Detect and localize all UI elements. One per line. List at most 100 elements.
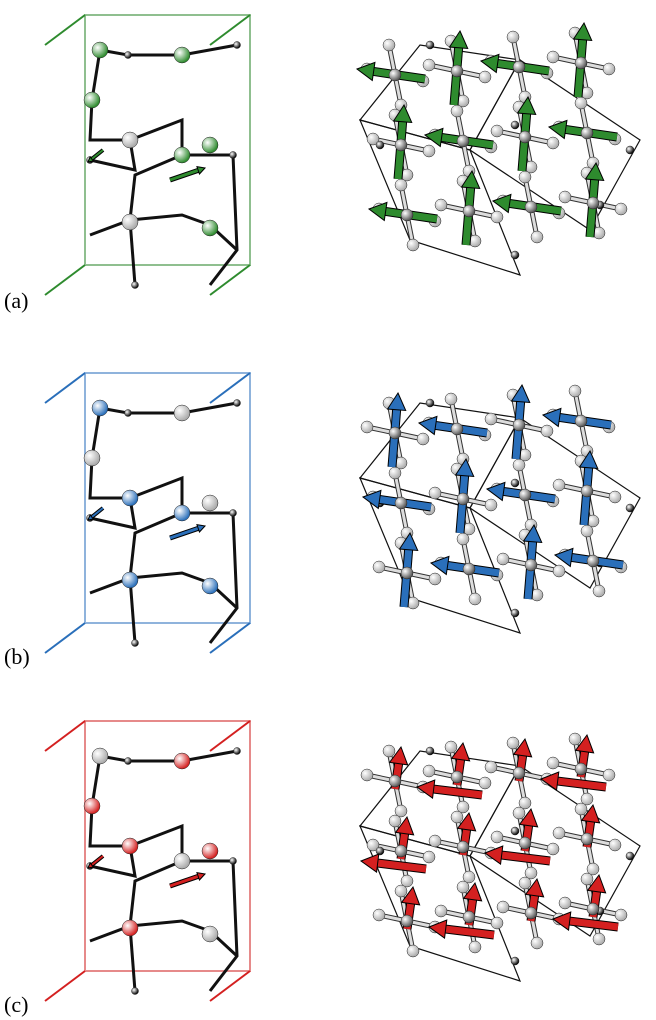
atom <box>469 941 481 953</box>
atom <box>202 220 218 236</box>
atom <box>587 197 599 209</box>
edge <box>45 971 85 1001</box>
atom <box>511 121 519 129</box>
atom <box>511 957 519 965</box>
atom <box>202 495 218 511</box>
atom <box>395 885 407 897</box>
edge <box>210 265 250 295</box>
atom <box>395 179 407 191</box>
atom <box>389 775 401 787</box>
atom <box>407 945 419 957</box>
atom <box>122 572 138 588</box>
atom <box>202 843 218 859</box>
atom <box>513 419 525 431</box>
atom <box>202 137 218 153</box>
crystal <box>360 733 640 981</box>
atom <box>423 145 435 157</box>
atom <box>423 851 435 863</box>
edge <box>45 15 85 45</box>
atom <box>531 937 543 949</box>
atom <box>125 410 132 417</box>
crystal <box>357 23 640 275</box>
atom <box>575 57 587 69</box>
atom <box>457 135 469 147</box>
panel <box>45 15 640 295</box>
atom <box>84 798 100 814</box>
bond <box>130 921 237 956</box>
arrow-shaft <box>170 528 198 538</box>
atom <box>581 873 593 885</box>
atom <box>559 897 571 909</box>
figure: (a) (b) (c) <box>0 0 656 1020</box>
atom <box>485 499 497 511</box>
atom <box>122 920 138 936</box>
atom <box>511 479 519 487</box>
atom <box>234 42 241 49</box>
atom <box>553 479 565 491</box>
atom <box>395 139 407 151</box>
atom <box>463 205 475 217</box>
atom <box>593 933 605 945</box>
atom <box>587 903 599 915</box>
atom <box>547 51 559 63</box>
atom <box>457 881 469 893</box>
atom <box>626 504 634 512</box>
atom <box>230 510 237 517</box>
panel-label: (b) <box>4 644 30 669</box>
bond <box>90 756 237 991</box>
atom <box>553 565 565 577</box>
atom <box>575 97 587 109</box>
atom <box>407 239 419 251</box>
atom <box>575 415 587 427</box>
atom <box>603 63 615 75</box>
atom <box>423 59 435 71</box>
atom <box>92 42 108 58</box>
atom <box>581 127 593 139</box>
atom <box>479 71 491 83</box>
atom <box>92 748 108 764</box>
bond <box>90 50 237 285</box>
atom <box>426 41 434 49</box>
atom <box>547 757 559 769</box>
atom <box>581 525 593 537</box>
atom <box>525 907 537 919</box>
edge <box>210 623 250 653</box>
atom <box>423 765 435 777</box>
atom <box>615 203 627 215</box>
atom <box>383 745 395 757</box>
atom <box>511 609 519 617</box>
atom <box>593 585 605 597</box>
atom <box>587 555 599 567</box>
atom <box>361 769 373 781</box>
edge <box>210 373 250 403</box>
edge <box>210 721 250 751</box>
atom <box>513 459 525 471</box>
atom <box>122 490 138 506</box>
bond <box>130 573 237 608</box>
atom <box>426 747 434 755</box>
atom <box>525 559 537 571</box>
atom <box>125 52 132 59</box>
atom <box>417 433 429 445</box>
atom <box>429 573 441 585</box>
atom <box>234 748 241 755</box>
atom <box>395 497 407 509</box>
bond <box>100 751 237 761</box>
atom <box>569 385 581 397</box>
atom <box>513 61 525 73</box>
edge <box>210 971 250 1001</box>
atom <box>174 405 190 421</box>
atom <box>491 831 503 843</box>
panel <box>45 373 640 653</box>
atom <box>84 92 100 108</box>
atom <box>507 737 519 749</box>
atom <box>376 847 384 855</box>
unit-cell <box>45 15 250 295</box>
atom <box>491 211 503 223</box>
arrow-head <box>361 854 379 872</box>
atom <box>401 209 413 221</box>
atom <box>383 39 395 51</box>
atom <box>511 827 519 835</box>
atom <box>373 909 385 921</box>
crystal <box>360 385 640 633</box>
